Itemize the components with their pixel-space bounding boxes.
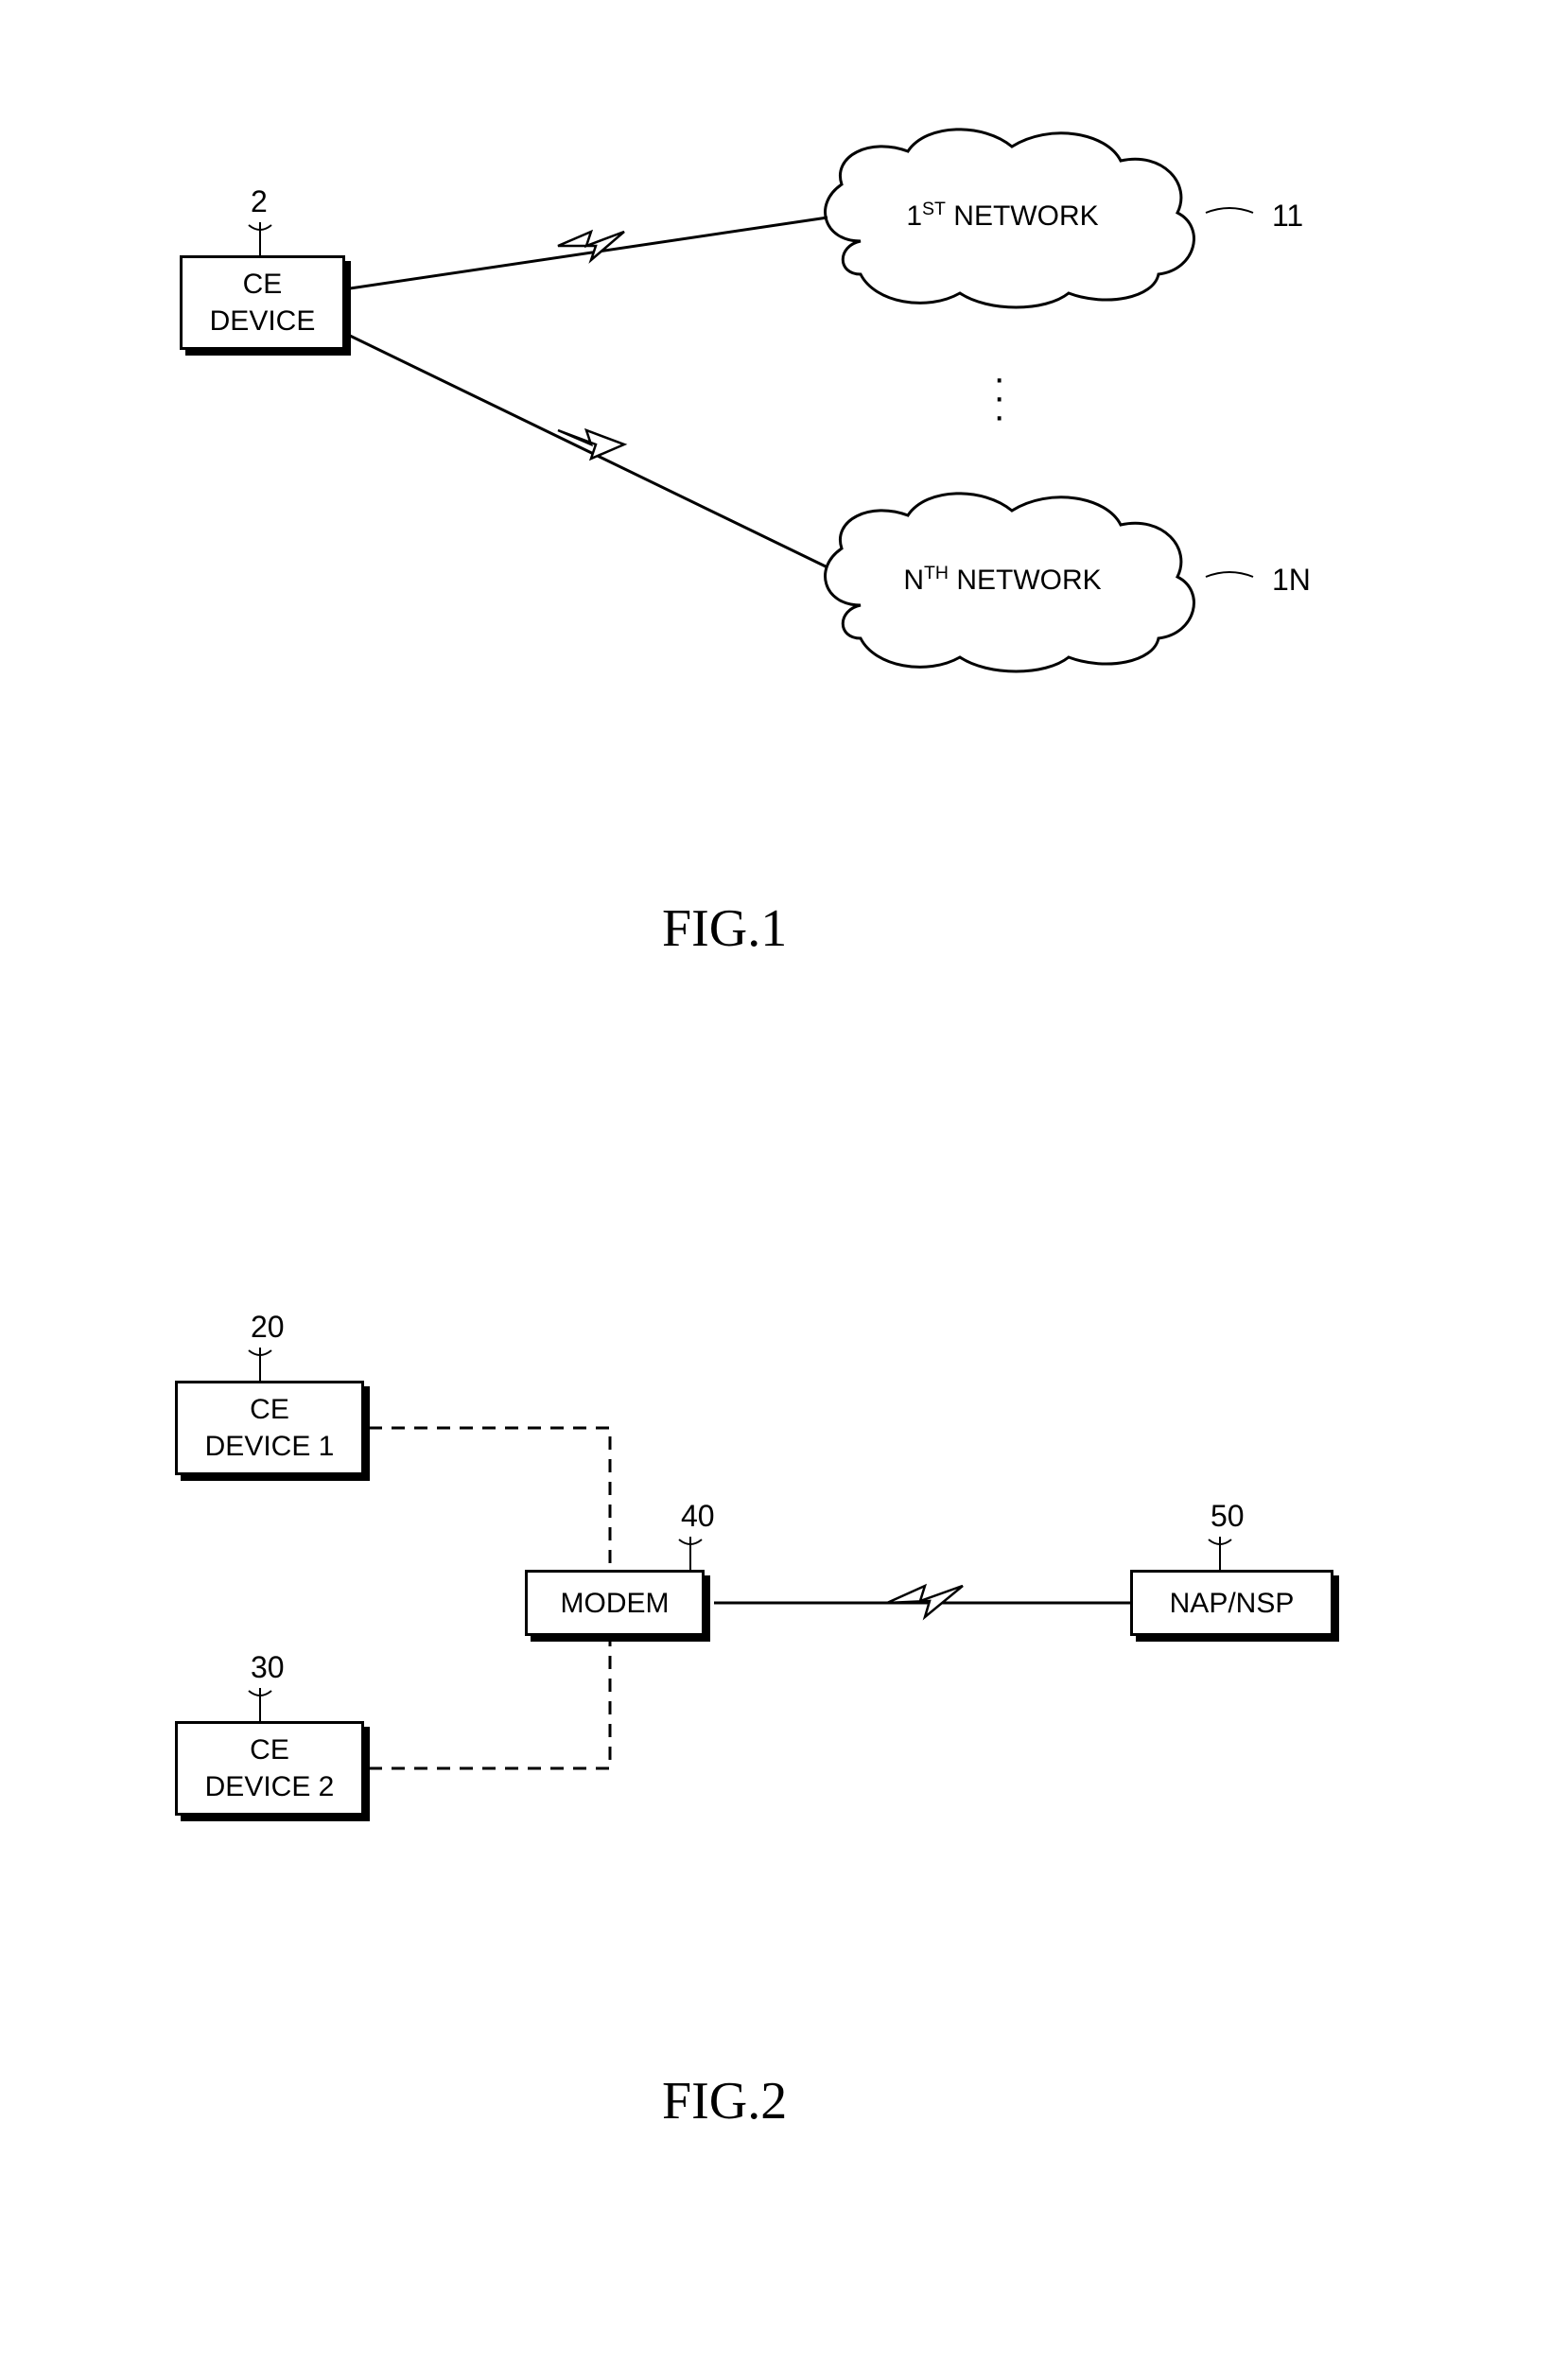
dashed-line-ce2-modem xyxy=(364,1636,629,1787)
lightning-icon-modem xyxy=(880,1574,974,1627)
network-1-post: NETWORK xyxy=(946,200,1099,232)
napnsp-label: NAP/NSP xyxy=(1170,1585,1295,1622)
network-1-sup: ST xyxy=(922,199,946,219)
lightning-icon-n xyxy=(549,416,634,473)
ce-device-2-box: CE DEVICE 2 xyxy=(175,1721,364,1816)
ce-device-label: CE DEVICE xyxy=(210,266,316,339)
ce-device-ref: 2 xyxy=(251,184,268,219)
ce-device-2-ref-tick xyxy=(241,1683,279,1726)
napnsp-box: NAP/NSP xyxy=(1130,1570,1333,1636)
fig2-caption: FIG.2 xyxy=(662,2071,787,2131)
lightning-icon-1 xyxy=(549,217,634,274)
network-n-sup: TH xyxy=(924,563,949,583)
network-n-post: NETWORK xyxy=(949,565,1102,596)
ce-device-box: CE DEVICE xyxy=(180,255,345,350)
fig1-caption: FIG.1 xyxy=(662,898,787,959)
modem-ref: 40 xyxy=(681,1499,715,1534)
napnsp-ref: 50 xyxy=(1211,1499,1245,1534)
network-n-ref: 1N xyxy=(1272,563,1311,598)
ce-device-2-label: CE DEVICE 2 xyxy=(205,1731,335,1805)
ce-device-ref-tick xyxy=(241,217,279,260)
network-n-label: NTH NETWORK xyxy=(785,563,1220,597)
ce-device-1-ref: 20 xyxy=(251,1310,285,1345)
napnsp-ref-tick xyxy=(1201,1532,1239,1574)
modem-ref-tick xyxy=(671,1532,709,1574)
ce-device-1-ref-tick xyxy=(241,1343,279,1385)
network-1-pre: 1 xyxy=(906,200,922,232)
ce-device-2-ref: 30 xyxy=(251,1650,285,1685)
network-n-pre: N xyxy=(903,565,924,596)
ce-device-1-label: CE DEVICE 1 xyxy=(205,1391,335,1465)
network-n-ref-connector xyxy=(1201,553,1267,600)
dashed-line-ce1-modem xyxy=(364,1423,629,1612)
network-1-label: 1ST NETWORK xyxy=(785,199,1220,233)
ce-device-1-box: CE DEVICE 1 xyxy=(175,1381,364,1475)
network-1-ref-connector xyxy=(1201,189,1267,236)
vertical-dots: ··· xyxy=(993,369,1005,426)
network-1-ref: 11 xyxy=(1272,199,1303,234)
